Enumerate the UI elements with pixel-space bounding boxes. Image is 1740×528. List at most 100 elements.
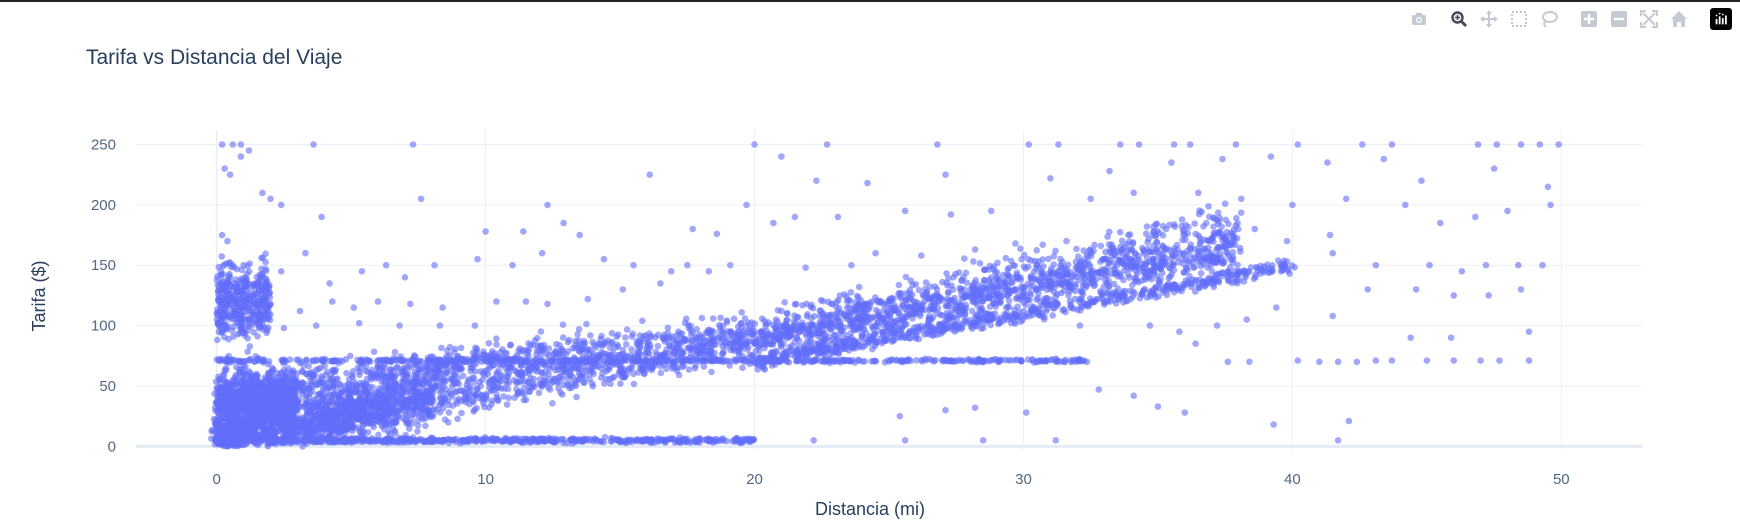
data-point — [453, 400, 461, 407]
data-point — [617, 380, 624, 388]
data-point — [1280, 257, 1288, 265]
data-point — [1047, 284, 1055, 292]
data-point — [1191, 263, 1198, 271]
data-point — [895, 281, 903, 289]
data-point — [324, 417, 332, 424]
box-select-icon[interactable] — [1508, 8, 1530, 30]
data-point — [466, 392, 473, 399]
data-point — [892, 323, 900, 331]
data-point — [1144, 267, 1152, 275]
data-point — [1055, 279, 1063, 287]
data-point — [875, 308, 882, 316]
reset-axes-icon[interactable] — [1668, 8, 1690, 30]
data-point — [406, 379, 414, 387]
data-point — [1116, 228, 1124, 236]
data-point — [375, 413, 383, 421]
data-point — [1058, 289, 1065, 297]
autoscale-icon[interactable] — [1638, 8, 1660, 30]
data-point — [950, 321, 957, 329]
data-point — [1019, 316, 1026, 324]
lasso-select-icon[interactable] — [1538, 8, 1560, 30]
data-point — [1097, 242, 1105, 250]
data-point — [538, 348, 546, 355]
data-point — [1079, 282, 1087, 289]
data-point — [385, 411, 392, 419]
data-point — [437, 366, 444, 374]
data-point — [398, 384, 406, 392]
data-point — [589, 383, 597, 390]
data-point — [493, 335, 500, 343]
data-point — [1071, 280, 1079, 288]
data-point — [1182, 277, 1190, 284]
data-point — [1087, 267, 1094, 275]
data-point — [1221, 200, 1229, 207]
data-point — [758, 330, 765, 338]
data-point — [431, 368, 438, 375]
data-point — [943, 320, 951, 327]
data-point — [727, 329, 734, 336]
data-point — [1102, 278, 1110, 285]
data-point — [261, 429, 268, 437]
zoom-icon[interactable] — [1448, 8, 1470, 30]
data-point — [503, 401, 511, 408]
data-point — [559, 334, 567, 341]
data-point — [708, 368, 715, 376]
data-point — [937, 330, 945, 337]
data-point — [879, 300, 887, 308]
data-point — [493, 391, 500, 398]
data-point — [783, 348, 790, 356]
data-point — [488, 400, 495, 408]
data-point — [956, 301, 964, 309]
pan-icon[interactable] — [1478, 8, 1500, 30]
camera-icon[interactable] — [1408, 8, 1430, 30]
data-point — [516, 370, 523, 378]
data-point — [573, 393, 580, 401]
data-point — [454, 415, 461, 423]
zoom-out-icon[interactable] — [1608, 8, 1630, 30]
data-point — [833, 344, 840, 352]
data-point — [613, 333, 620, 341]
window-top-border — [0, 0, 1740, 2]
data-point — [700, 363, 708, 370]
plotly-logo-icon[interactable] — [1710, 8, 1732, 30]
data-point — [469, 374, 476, 382]
data-point — [739, 364, 746, 372]
data-point — [819, 337, 826, 345]
data-point — [361, 388, 368, 396]
zoom-in-icon[interactable] — [1578, 8, 1600, 30]
data-point — [381, 426, 388, 433]
data-point — [783, 332, 791, 340]
data-point — [430, 373, 438, 381]
data-point — [1118, 237, 1126, 245]
data-point — [764, 331, 772, 338]
data-point — [717, 327, 724, 335]
data-point — [303, 392, 310, 400]
data-point — [1188, 280, 1195, 288]
data-point — [626, 364, 633, 372]
data-point — [504, 385, 512, 393]
data-point — [1132, 274, 1139, 282]
data-point — [534, 368, 541, 375]
data-point — [517, 388, 524, 395]
data-point — [750, 330, 758, 338]
data-point — [806, 338, 813, 346]
data-point — [581, 379, 588, 387]
data-point — [1196, 235, 1204, 242]
data-point — [697, 349, 704, 356]
data-point — [480, 400, 487, 407]
data-point — [530, 375, 537, 383]
data-point — [476, 378, 483, 386]
data-point — [974, 318, 981, 326]
data-point — [520, 396, 528, 404]
data-point — [803, 348, 810, 356]
data-point — [794, 313, 802, 321]
data-point — [844, 309, 852, 317]
data-point — [955, 311, 963, 319]
data-point — [363, 375, 371, 383]
data-point — [791, 338, 798, 346]
data-point — [1076, 298, 1083, 306]
data-point — [1027, 272, 1035, 280]
data-point — [899, 313, 906, 320]
data-point — [306, 427, 313, 435]
